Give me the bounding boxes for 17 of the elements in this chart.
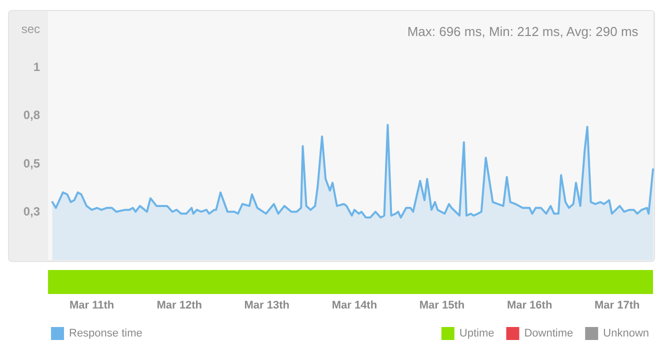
legend-label: Downtime xyxy=(524,328,574,340)
legend-label: Uptime xyxy=(459,328,494,340)
y-tick-label: 0,5 xyxy=(23,156,40,170)
y-tick-label: 0,8 xyxy=(23,108,40,122)
x-tick-label: Mar 16th xyxy=(506,300,552,312)
y-axis-title: sec xyxy=(21,22,40,36)
y-tick-label: 1 xyxy=(33,60,40,74)
x-tick-label: Mar 13th xyxy=(244,300,290,312)
x-tick-label: Mar 14th xyxy=(332,300,378,312)
x-tick-label: Mar 17th xyxy=(594,300,640,312)
text: Max: 696 ms, Min: 212 ms, Avg: 290 ms xyxy=(407,24,639,39)
legend-label: Unknown xyxy=(603,328,649,340)
y-tick-label: 0,3 xyxy=(23,204,40,219)
x-tick-label: Mar 12th xyxy=(156,300,202,312)
legend-label: Response time xyxy=(69,328,142,340)
x-tick-label: Mar 15th xyxy=(419,300,465,312)
x-tick-label: Mar 11th xyxy=(69,300,114,312)
